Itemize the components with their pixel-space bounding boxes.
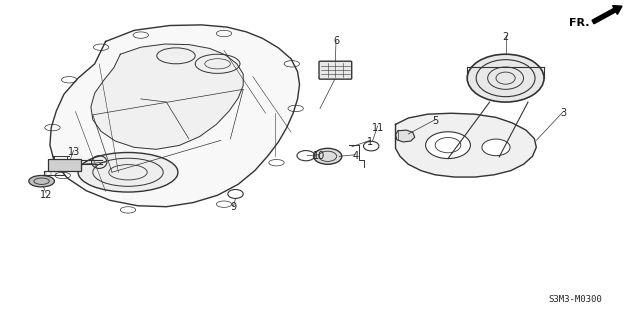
Text: 11: 11 [371,122,384,133]
Text: 6: 6 [333,36,339,47]
Text: 9: 9 [230,202,237,212]
Text: FR.: FR. [570,18,590,28]
Text: 4: 4 [352,151,358,161]
Ellipse shape [426,132,470,159]
FancyArrow shape [592,6,622,24]
Ellipse shape [467,54,544,102]
Ellipse shape [29,175,54,187]
Ellipse shape [314,148,342,164]
Text: 12: 12 [40,189,52,200]
Polygon shape [396,130,415,142]
FancyBboxPatch shape [319,61,352,79]
Text: 10: 10 [312,151,325,161]
Text: 13: 13 [67,147,80,158]
Polygon shape [396,113,536,177]
Text: 3: 3 [560,108,566,118]
Text: 5: 5 [432,116,438,126]
Ellipse shape [482,139,510,156]
Polygon shape [91,44,243,149]
Bar [48,159,81,171]
Text: S3M3-M0300: S3M3-M0300 [548,295,602,305]
Polygon shape [50,25,300,207]
Text: 2: 2 [502,32,509,42]
Text: 1: 1 [367,137,373,147]
Ellipse shape [78,152,178,192]
